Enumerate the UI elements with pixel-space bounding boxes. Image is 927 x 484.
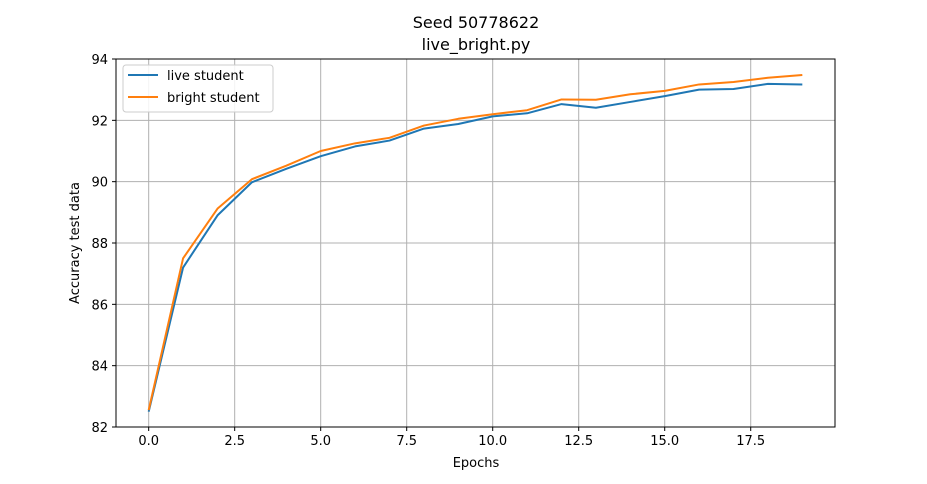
series-line-live-student	[147, 82, 803, 412]
series-line-bright-student	[147, 73, 803, 411]
y-tick-label: 88	[91, 237, 108, 252]
y-tick-label: 90	[91, 176, 108, 191]
legend: live student bright student	[122, 64, 274, 113]
y-tick-label: 94	[91, 53, 108, 68]
legend-label-bright-student: bright student	[167, 91, 260, 106]
series-lines	[147, 73, 803, 412]
y-tick-label: 84	[91, 360, 108, 375]
axis-ticks: 0.0 2.5 5.0 7.5 10.0 12.5 15.0 17.5 82 84 86 88 90 92…	[91, 53, 765, 449]
legend-label-live-student: live student	[167, 69, 244, 84]
x-tick-label: 2.5	[224, 434, 245, 449]
x-tick-label: 12.5	[564, 434, 593, 449]
y-tick-label: 92	[91, 114, 108, 129]
legend-box	[122, 64, 274, 113]
x-tick-label: 7.5	[396, 434, 417, 449]
y-tick-label: 82	[91, 421, 108, 436]
x-tick-label: 5.0	[310, 434, 331, 449]
x-tick-label: 0.0	[138, 434, 159, 449]
x-tick-label: 15.0	[650, 434, 679, 449]
chart-subtitle: live_bright.py	[422, 35, 531, 55]
x-tick-label: 17.5	[736, 434, 765, 449]
x-tick-label: 10.0	[478, 434, 507, 449]
x-axis-label: Epochs	[453, 456, 500, 471]
y-tick-label: 86	[91, 298, 108, 313]
chart-title: Seed 50778622	[413, 13, 540, 32]
y-axis-label: Accuracy test data	[68, 182, 83, 304]
